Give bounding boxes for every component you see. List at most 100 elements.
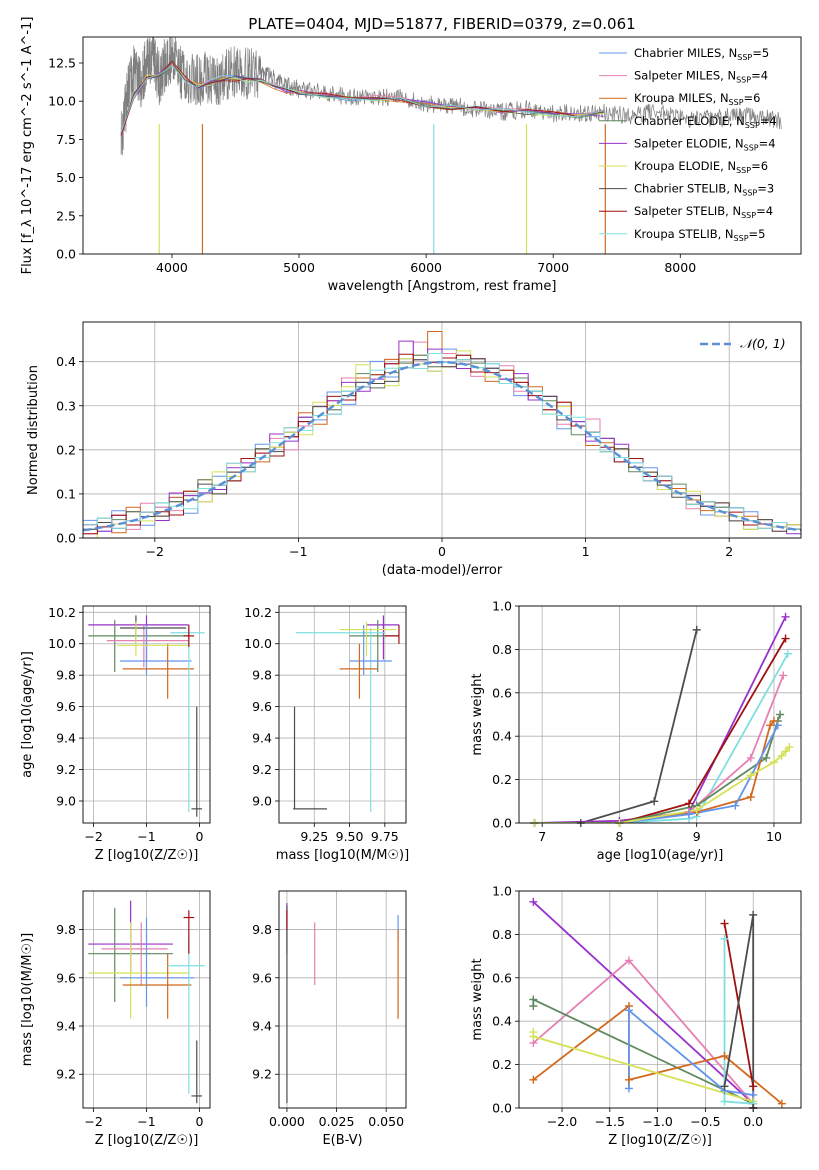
- series-point: [781, 747, 790, 756]
- x-axis-label: wavelength [Angstrom, rest frame]: [328, 279, 557, 294]
- y-tick-label: 0.0: [492, 816, 512, 831]
- axes-mass-vs-Z: −2 −1 0 9.2 9.4 9.6 9.8 Z [log10(Z/Z☉)] mass [lo…: [20, 890, 211, 1148]
- axes-frame: [518, 890, 802, 1109]
- y-tick-label: 0.1: [56, 486, 76, 501]
- legend-label-gaussian: 𝒩(0, 1): [740, 336, 786, 351]
- spectrum-data-line: [120, 37, 782, 156]
- y-tick-label: 0.2: [56, 442, 76, 457]
- legend-sub: SSP: [745, 121, 760, 130]
- series-point: [692, 625, 701, 634]
- series-point: [769, 758, 778, 767]
- axes-frame: [82, 890, 211, 1109]
- x-axis-label: E(B-V): [322, 1133, 362, 1148]
- y-tick-label: 0.4: [492, 1014, 512, 1029]
- legend-count: =3: [757, 182, 774, 196]
- series-point: [746, 792, 755, 801]
- axes-massweight-vs-age: 7 8 9 10 0.0 0.2 0.4 0.6 0.8 1.0 age [log10(age/yr…: [470, 599, 802, 863]
- series-point: [529, 897, 538, 906]
- axes-frame: [82, 321, 802, 539]
- x-tick-label: −2.0: [547, 1114, 577, 1129]
- y-tick-label: 12.5: [48, 55, 76, 70]
- legend-label: Chabrier MILES, NSSP=5: [634, 46, 769, 62]
- x-tick-label: 9.75: [371, 829, 399, 844]
- y-tick-label: 9.6: [252, 699, 272, 714]
- y-tick-label: 9.6: [56, 970, 76, 985]
- legend-sub: SSP: [736, 166, 751, 175]
- x-tick-label: −1.5: [595, 1114, 625, 1129]
- y-tick-label: 7.5: [56, 132, 76, 147]
- series-point: [720, 1082, 729, 1091]
- series-point: [785, 743, 794, 752]
- x-axis-label: Z [log10(Z/Z☉)]: [95, 848, 199, 863]
- y-tick-label: 2.5: [56, 208, 76, 223]
- y-tick-label: 5.0: [56, 170, 76, 185]
- x-axis-label: Z [log10(Z/Z☉)]: [95, 1133, 199, 1148]
- series-point: [624, 956, 633, 965]
- y-tick-label: 0.2: [492, 1057, 512, 1072]
- legend-label: Chabrier ELODIE, NSSP=4: [634, 114, 777, 130]
- series-point: [529, 995, 538, 1004]
- x-tick-label: −1.0: [642, 1114, 672, 1129]
- series-point: [731, 801, 740, 810]
- x-axis-label: (data-model)/error: [382, 563, 503, 578]
- x-tick-label: −1: [137, 1114, 155, 1129]
- series-line-chabrier-miles: [628, 1008, 754, 1096]
- y-tick-label: 1.0: [492, 884, 512, 899]
- x-tick-label: 0: [195, 1114, 203, 1129]
- series-point: [720, 1051, 729, 1060]
- x-tick-label: 5000: [283, 260, 315, 275]
- spectrum-model-salpeter-stelib: [120, 60, 605, 137]
- series-point: [650, 797, 659, 806]
- y-tick-label: 9.4: [252, 731, 272, 746]
- y-tick-label: 9.2: [56, 762, 76, 777]
- y-tick-label: 9.2: [252, 1067, 272, 1082]
- y-axis-label: mass weight: [470, 958, 485, 1040]
- x-tick-label: 0: [438, 544, 446, 559]
- x-tick-label: −1: [289, 544, 307, 559]
- series-point: [624, 1075, 633, 1084]
- series-point: [769, 717, 778, 726]
- y-tick-label: 0.2: [492, 772, 512, 787]
- x-tick-label: −1: [137, 829, 155, 844]
- y-tick-label: 0.3: [56, 398, 76, 413]
- gaussian-curve: [83, 360, 801, 532]
- spectrum-model-kroupa-stelib: [120, 65, 605, 133]
- legend-sub: SSP: [734, 234, 749, 243]
- y-tick-label: 0.6: [492, 970, 512, 985]
- series-point: [783, 649, 792, 658]
- legend-count: =4: [756, 204, 773, 218]
- x-tick-label: 6000: [410, 260, 442, 275]
- y-tick-label: 9.8: [56, 922, 76, 937]
- x-tick-label: 0: [195, 829, 203, 844]
- series-point: [781, 612, 790, 621]
- x-tick-label: −2: [146, 544, 164, 559]
- y-tick-label: 9.8: [252, 922, 272, 937]
- x-tick-label: −2: [84, 829, 102, 844]
- legend-count: =4: [760, 114, 777, 128]
- x-tick-label: −2: [84, 1114, 102, 1129]
- axes-massweight-vs-Z: −2.0 −1.5 −1.0 −0.5 0.0 0.0 0.2 0.4 0.6 0.8 1.0 Z […: [470, 884, 802, 1148]
- y-tick-label: 9.6: [56, 699, 76, 714]
- y-tick-label: 9.2: [252, 762, 272, 777]
- y-tick-label: 0.4: [492, 729, 512, 744]
- axes-frame: [82, 605, 211, 824]
- series-point: [746, 771, 755, 780]
- legend-label: Chabrier STELIB, NSSP=3: [634, 182, 774, 198]
- legend-sub: SSP: [741, 211, 756, 220]
- series-point: [749, 910, 758, 919]
- plot-area-residuals: [83, 331, 801, 538]
- x-tick-label: 7: [538, 829, 546, 844]
- y-tick-label: 10.2: [244, 605, 272, 620]
- x-tick-label: 8: [615, 829, 623, 844]
- series-line-salpeter-elodie: [532, 901, 754, 1105]
- series-point: [684, 810, 693, 819]
- y-tick-label: 9.8: [252, 668, 272, 683]
- series-point: [692, 805, 701, 814]
- x-tick-label: 9: [693, 829, 701, 844]
- y-axis-label: mass weight: [470, 673, 485, 755]
- legend-label: Salpeter STELIB, NSSP=4: [634, 204, 773, 220]
- series-point: [777, 1099, 786, 1108]
- plot-area-spectrum: [120, 37, 782, 254]
